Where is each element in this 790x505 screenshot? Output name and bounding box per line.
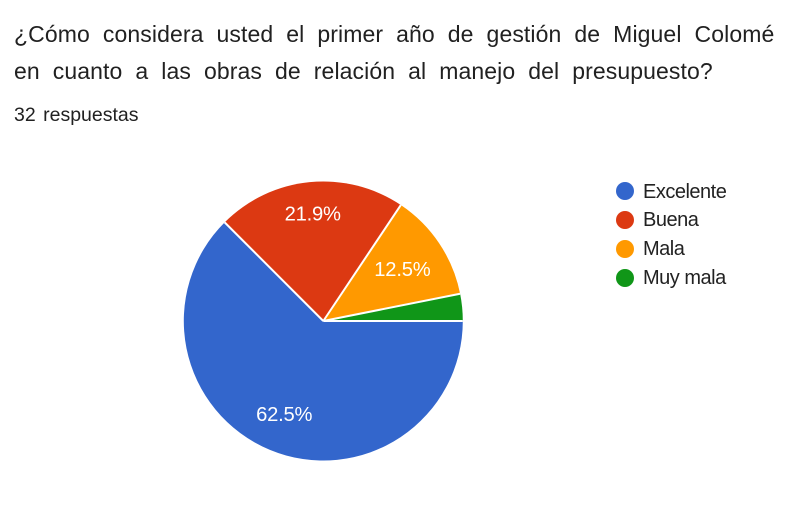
svg-text:62.5%: 62.5%	[256, 404, 312, 426]
svg-text:12.5%: 12.5%	[374, 259, 430, 281]
svg-text:21.9%: 21.9%	[285, 204, 341, 226]
